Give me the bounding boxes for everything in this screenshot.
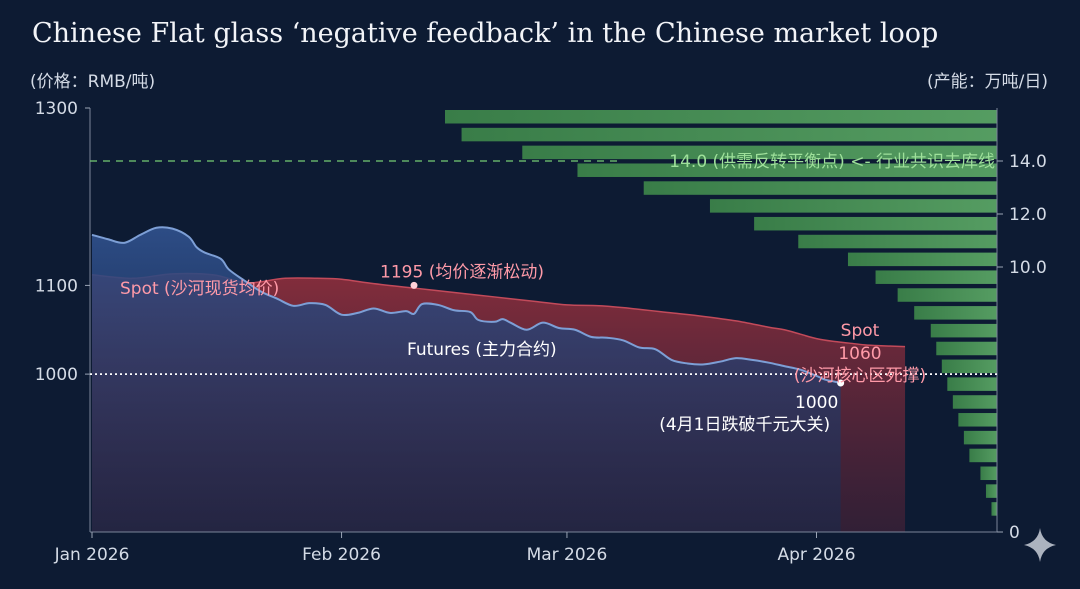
reference-lines: 14.0 (供需反转平衡点) <- 行业共识去库线	[90, 152, 997, 376]
x-tick-label: Mar 2026	[527, 545, 608, 565]
spot-series-label: Spot (沙河现货均价)	[120, 279, 279, 299]
left-tick-label: 1100	[35, 276, 78, 296]
capacity-bar	[958, 413, 997, 427]
capacity-bar	[709, 199, 997, 213]
futures-end-note: (4月1日跌破千元大关)	[659, 415, 830, 435]
x-tick-label: Feb 2026	[302, 545, 381, 565]
price-areas	[91, 226, 906, 533]
capacity-bar	[941, 359, 997, 374]
capacity-bar	[847, 252, 997, 267]
capacity-bar	[991, 502, 997, 516]
futures-line	[91, 226, 841, 384]
spot-end-annotation: 1060	[838, 344, 881, 364]
capacity-bar	[875, 270, 997, 284]
balance-line-label: 14.0 (供需反转平衡点) <- 行业共识去库线	[669, 152, 995, 172]
spot-end-annotation: Spot	[841, 321, 880, 341]
futures-end-value: 1000	[795, 393, 838, 413]
capacity-bar	[963, 430, 997, 445]
futures-series-label: Futures (主力合约)	[407, 340, 557, 360]
capacity-bar	[798, 234, 997, 249]
capacity-bar	[522, 145, 997, 160]
capacity-bar	[914, 306, 997, 320]
capacity-bar	[980, 466, 997, 481]
capacity-bar	[985, 484, 997, 498]
x-tick-label: Jan 2026	[54, 545, 130, 565]
chart-title: Chinese Flat glass ‘negative feedback’ i…	[32, 18, 939, 49]
capacity-bar	[445, 110, 997, 124]
capacity-bar	[754, 216, 997, 231]
left-tick-label: 1000	[35, 365, 78, 385]
chart-annotations: 1195 (均价逐渐松动) 1000(4月1日跌破千元大关) Spot 1060(沙河…	[120, 262, 926, 435]
right-axis-unit: (产能：万吨/日)	[927, 72, 1048, 92]
capacity-bar	[930, 323, 997, 338]
sparkle-icon	[1024, 528, 1056, 562]
capacity-bar	[643, 181, 997, 195]
capacity-bar	[577, 163, 997, 177]
right-tick-label: 10.0	[1009, 258, 1047, 278]
right-tick-label: 0	[1009, 523, 1020, 543]
right-tick-label: 12.0	[1009, 205, 1047, 225]
capacity-bar	[936, 341, 997, 356]
capacity-bar	[461, 127, 997, 142]
capacity-bars	[445, 110, 997, 516]
spot-end-annotation: (沙河核心区死撑)	[794, 366, 926, 386]
capacity-bar	[897, 288, 997, 302]
left-tick-label: 1300	[35, 99, 78, 119]
futures-end-marker	[837, 379, 845, 387]
capacity-bar	[969, 448, 997, 463]
capacity-bar	[952, 395, 997, 409]
spot-point-marker	[410, 281, 418, 289]
right-tick-label: 14.0	[1009, 152, 1047, 172]
left-axis-unit: (价格：RMB/吨)	[30, 72, 156, 92]
futures-area	[92, 227, 841, 533]
axes: 1000 1100 1300 0 10.0 12.0 14.0 Jan 2026 Feb 202…	[35, 99, 1047, 565]
spot-annotation: 1195 (均价逐渐松动)	[380, 262, 544, 282]
x-tick-label: Apr 2026	[777, 545, 855, 565]
capacity-bar	[947, 377, 997, 391]
